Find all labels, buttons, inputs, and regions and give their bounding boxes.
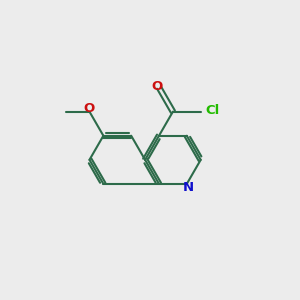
Text: N: N: [183, 181, 194, 194]
Text: O: O: [152, 80, 163, 93]
Text: Cl: Cl: [205, 104, 220, 118]
Text: O: O: [83, 102, 94, 115]
